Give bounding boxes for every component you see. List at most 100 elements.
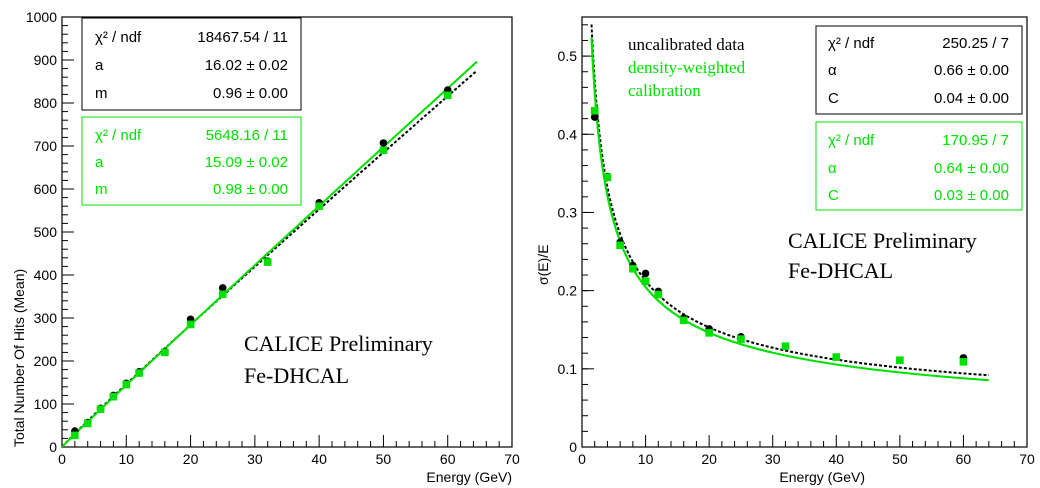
x-tick-label: 10 (118, 451, 134, 467)
y-tick-label: 700 (34, 138, 58, 154)
x-tick-label: 70 (504, 451, 520, 467)
data-point-calibrated (737, 335, 745, 343)
legend: uncalibrated data density-weighted calib… (628, 35, 746, 100)
y-tick-label: 800 (34, 95, 58, 111)
data-point-calibrated (186, 320, 195, 329)
data-point-calibrated (109, 392, 118, 401)
data-point-calibrated (590, 107, 599, 115)
stat-value: 16.02 ± 0.02 (205, 57, 288, 74)
hits-vs-energy-panel: 0 10 20 30 40 50 60 700100200300400500600700800… (11, 9, 520, 485)
y-tick-label: 300 (34, 310, 58, 326)
stat-value: 0.66 ± 0.00 (934, 62, 1009, 79)
data-point-calibrated (315, 202, 323, 210)
x-tick-label: 20 (183, 451, 199, 467)
data-point-calibrated (603, 173, 612, 182)
stat-value: 0.96 ± 0.00 (213, 85, 288, 102)
y-tick-label: 600 (34, 181, 58, 197)
data-point-calibrated (96, 405, 105, 413)
detector-annotation: Fe-DHCAL (788, 258, 893, 283)
data-point-calibrated (896, 356, 904, 365)
y-tick-label: 100 (34, 396, 58, 412)
legend-uncalibrated: uncalibrated data (628, 35, 745, 54)
data-point-calibrated (679, 316, 688, 325)
data-point-uncalibrated (641, 269, 650, 278)
data-point-calibrated (263, 258, 272, 266)
data-point-calibrated (71, 431, 79, 440)
stat-value: 0.98 ± 0.00 (213, 181, 288, 198)
y-tick-label: 0 (49, 439, 57, 455)
fit-curve-uncalibrated (590, 24, 989, 377)
x-tick-label: 40 (828, 451, 844, 467)
stat-label: a (95, 57, 104, 74)
resolution-vs-energy-panel: 0 10 20 30 40 50 60 70 0 0.1 0.2 0.3 0.4 0.5 Energy (… (535, 16, 1035, 485)
x-tick-label: 30 (247, 451, 263, 467)
stat-value: 170.95 / 7 (942, 132, 1009, 149)
fit-stats-box-uncalibrated: χ² / ndf 250.25 / 7 α 0.66 ± 0.00 C 0.04… (815, 25, 1023, 115)
x-tick-label: 30 (765, 451, 781, 467)
data-point-calibrated (135, 369, 143, 377)
fit-stats-box-calibrated: χ² / ndf 170.95 / 7 α 0.64 ± 0.00 C 0.03… (815, 121, 1023, 211)
y-tick-label: 0.4 (558, 126, 578, 142)
legend-density-weighted: density-weighted (628, 58, 746, 77)
stat-value: 18467.54 / 11 (197, 29, 288, 46)
y-tick-label: 0.1 (558, 361, 578, 377)
data-point-calibrated (654, 290, 663, 299)
stat-value: 15.09 ± 0.02 (205, 154, 288, 171)
y-axis-label: σ(E)/E (535, 244, 551, 285)
stat-label: α (828, 160, 837, 177)
fit-stats-box-calibrated: χ² / ndf 5648.16 / 11 a 15.09 ± 0.02 m 0… (81, 116, 302, 206)
stat-label: χ² / ndf (95, 127, 142, 144)
data-point-calibrated (959, 357, 968, 366)
x-axis-label: Energy (GeV) (779, 469, 865, 485)
data-point-calibrated (122, 380, 131, 389)
stat-label: a (95, 154, 104, 171)
preliminary-annotation: CALICE Preliminary (788, 228, 977, 253)
tick-marks (61, 16, 513, 448)
data-point-calibrated (218, 290, 227, 299)
stat-label: χ² / ndf (828, 132, 875, 149)
data-point-calibrated (781, 342, 790, 350)
y-tick-label: 0.5 (558, 48, 578, 64)
y-axis-label: Total Number Of Hits (Mean) (11, 269, 27, 447)
stat-value: 250.25 / 7 (942, 35, 1009, 52)
y-tick-label: 0.2 (558, 283, 578, 299)
data-point-calibrated (443, 91, 452, 100)
data-point-uncalibrated (590, 113, 599, 121)
data-point-calibrated (705, 329, 713, 337)
legend-calibration: calibration (628, 81, 701, 100)
fit-curve-calibrated (61, 60, 478, 448)
fit-stats-box-uncalibrated: χ² / ndf 18467.54 / 11 a 16.02 ± 0.02 m … (81, 17, 302, 111)
tick-labels: 0 10 20 30 40 50 60 70 0 0.1 0.2 0.3 0.4 0.5 (558, 48, 1035, 467)
data-point-calibrated (629, 264, 637, 273)
tick-labels: 0 10 20 30 40 50 60 700100200300400500600700800… (26, 9, 520, 467)
y-tick-label: 0.3 (558, 204, 578, 220)
y-tick-label: 400 (34, 267, 58, 283)
data-point-calibrated (616, 241, 624, 250)
x-tick-label: 20 (701, 451, 717, 467)
stat-value: 0.04 ± 0.00 (934, 90, 1009, 107)
fit-lines (61, 60, 478, 448)
y-tick-label: 900 (34, 52, 58, 68)
x-tick-label: 40 (311, 451, 327, 467)
x-tick-label: 50 (376, 451, 392, 467)
stat-label: C (828, 90, 839, 107)
detector-annotation: Fe-DHCAL (244, 363, 349, 388)
x-axis-label: Energy (GeV) (426, 469, 512, 485)
x-tick-label: 60 (440, 451, 456, 467)
y-tick-label: 200 (34, 353, 58, 369)
data-point-calibrated (161, 348, 169, 357)
x-tick-label: 0 (58, 451, 66, 467)
data-point-calibrated (83, 419, 92, 428)
stat-label: m (95, 85, 108, 102)
stat-value: 5648.16 / 11 (206, 127, 288, 144)
x-tick-label: 10 (638, 451, 654, 467)
x-tick-label: 70 (1019, 451, 1035, 467)
x-tick-label: 50 (892, 451, 908, 467)
stat-label: m (95, 181, 108, 198)
stat-value: 0.03 ± 0.00 (934, 187, 1009, 204)
preliminary-annotation: CALICE Preliminary (244, 331, 433, 356)
data-point-uncalibrated (379, 139, 388, 147)
y-tick-label: 500 (34, 224, 58, 240)
y-tick-label: 1000 (26, 9, 57, 25)
